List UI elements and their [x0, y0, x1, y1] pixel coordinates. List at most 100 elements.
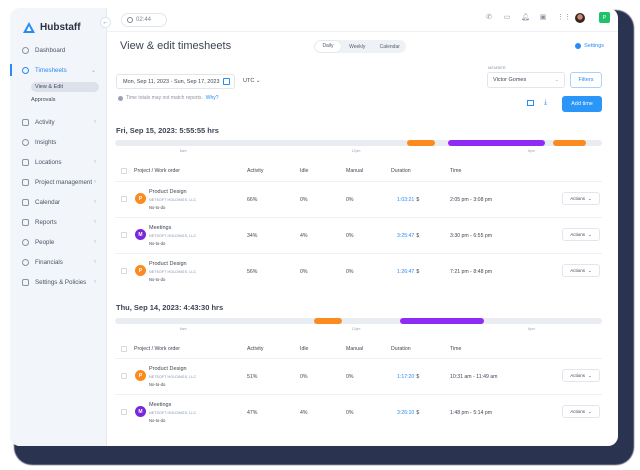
sidebar-item-timesheets[interactable]: Timesheets ⌄ [10, 60, 106, 80]
sidebar-item-calendar[interactable]: Calendar ‹ [10, 192, 106, 212]
col-header: Activity [247, 168, 264, 174]
time-range: 2:05 pm - 3:08 pm [450, 197, 493, 203]
chevron-down-icon: ⌄ [587, 372, 592, 378]
arrow-left-icon: ← [102, 19, 109, 26]
manual-value: 0% [346, 410, 354, 416]
member-select[interactable]: Victor Gomes ⌄ [487, 72, 565, 88]
download-icon[interactable]: ⤓ [544, 99, 548, 106]
duration-value[interactable]: 1:26:47 $ [397, 269, 419, 275]
sidebar-item-financials[interactable]: Financials ‹ [10, 252, 106, 272]
row-checkbox[interactable] [121, 409, 127, 415]
col-header: Duration [391, 346, 411, 352]
collapse-sidebar-button[interactable]: ← [100, 17, 111, 28]
select-all-checkbox[interactable] [121, 346, 127, 352]
sidebar-item-label: Calendar [35, 198, 61, 206]
col-header: Idle [300, 168, 309, 174]
dollar-icon [22, 258, 29, 266]
sidebar-item-label: Activity [35, 118, 55, 126]
sidebar-subitem-view-edit[interactable]: View & Edit [10, 80, 106, 93]
date-range-picker[interactable]: Mon, Sep 11, 2023 - Sun, Sep 17, 2023 [116, 74, 235, 89]
apps-grid-icon[interactable]: ⋮⋮ [557, 13, 571, 21]
select-all-checkbox[interactable] [121, 168, 127, 174]
table-header: Project / Work order Activity Idle Manua… [115, 166, 602, 178]
sidebar: Hubstaff Dashboard Timesheets ⌄ View & E… [10, 8, 107, 446]
sidebar-item-activity[interactable]: Activity ‹ [10, 112, 106, 132]
actions-button[interactable]: Actions ⌄ [562, 369, 600, 382]
main-content: 02:44 ✆ ▭ 🔔︎ ▣ ⋮⋮ P View & edit timeshee… [107, 8, 618, 446]
timezone-select[interactable]: UTC ⌄ [243, 78, 260, 84]
sidebar-item-project-management[interactable]: Project management ‹ [10, 172, 106, 192]
chevron-down-icon: ⌄ [255, 78, 261, 84]
chevron-left-icon: ‹ [94, 179, 96, 185]
actions-button[interactable]: Actions ⌄ [562, 264, 600, 277]
duration-value[interactable]: 1:17:20 $ [397, 374, 419, 380]
chevron-down-icon: ⌄ [587, 408, 592, 414]
bell-icon[interactable]: 🔔︎ [521, 13, 530, 21]
date-range-value: Mon, Sep 11, 2023 - Sun, Sep 17, 2023 [123, 78, 220, 85]
chevron-left-icon: ‹ [94, 279, 96, 285]
notice-text: Time totals may not match reports. [126, 95, 203, 101]
idle-value: 0% [300, 197, 308, 203]
logo[interactable]: Hubstaff [10, 8, 106, 38]
org-badge[interactable]: P [599, 12, 610, 23]
row-checkbox[interactable] [121, 232, 127, 238]
book-icon[interactable]: ▭ [503, 13, 511, 21]
sidebar-item-locations[interactable]: Locations ‹ [10, 152, 106, 172]
view-weekly[interactable]: Weekly [349, 43, 366, 50]
billable-icon: $ [416, 374, 420, 380]
sidebar-item-label: Reports [35, 218, 57, 226]
timeline-segment[interactable] [407, 140, 436, 146]
duration-value[interactable]: 1:03:21 $ [397, 197, 419, 203]
col-header: Manual [346, 168, 364, 174]
filters-button[interactable]: Filters [570, 72, 602, 88]
view-calendar[interactable]: Calendar [379, 43, 400, 50]
actions-label: Actions [570, 409, 585, 414]
activity-value: 56% [247, 269, 258, 275]
sidebar-subitem-label: Approvals [31, 96, 56, 103]
sidebar-item-label: Financials [35, 258, 63, 266]
project-avatar: P [135, 265, 146, 276]
phone-icon[interactable]: ✆ [486, 13, 492, 21]
sidebar-nav: Dashboard Timesheets ⌄ View & Edit Appro… [10, 40, 106, 292]
row-checkbox[interactable] [121, 373, 127, 379]
project-todo: No-to-do [149, 382, 166, 387]
settings-label: Settings [584, 43, 604, 49]
sidebar-subitem-approvals[interactable]: Approvals [10, 93, 106, 106]
view-daily[interactable]: Daily [315, 41, 341, 52]
timer-widget[interactable]: 02:44 [121, 13, 167, 27]
sidebar-item-dashboard[interactable]: Dashboard [10, 40, 106, 60]
settings-link[interactable]: Settings [575, 43, 604, 49]
duration-value[interactable]: 3:25:47 $ [397, 233, 419, 239]
member-label: MEMBER [488, 66, 506, 70]
add-time-button[interactable]: Add time [562, 96, 602, 112]
timeline-segment[interactable] [553, 140, 587, 146]
map-icon [22, 158, 29, 166]
timeline-segment[interactable] [313, 318, 343, 324]
project-avatar: P [135, 193, 146, 204]
duration-value[interactable]: 3:26:10 $ [397, 410, 419, 416]
col-header: Project / Work order [134, 346, 181, 352]
sidebar-item-settings-policies[interactable]: Settings & Policies ‹ [10, 272, 106, 292]
sidebar-item-reports[interactable]: Reports ‹ [10, 212, 106, 232]
timeline-segment[interactable] [447, 140, 546, 146]
user-avatar[interactable] [575, 12, 585, 23]
project-todo: No-to-do [149, 418, 166, 423]
col-header: Project / Work order [134, 168, 181, 174]
chevron-left-icon: ‹ [94, 259, 96, 265]
sidebar-item-people[interactable]: People ‹ [10, 232, 106, 252]
timeline-label: 6am [179, 149, 187, 153]
project-name: Product Design [149, 189, 187, 195]
col-header: Idle [300, 346, 309, 352]
timeline-segment[interactable] [399, 318, 485, 324]
sidebar-item-insights[interactable]: Insights [10, 132, 106, 152]
row-checkbox[interactable] [121, 268, 127, 274]
actions-label: Actions [570, 373, 585, 378]
row-checkbox[interactable] [121, 196, 127, 202]
actions-button[interactable]: Actions ⌄ [562, 192, 600, 205]
actions-button[interactable]: Actions ⌄ [562, 228, 600, 241]
why-link[interactable]: Why? [205, 95, 219, 101]
actions-button[interactable]: Actions ⌄ [562, 405, 600, 418]
columns-icon[interactable] [527, 100, 534, 106]
gift-icon[interactable]: ▣ [539, 13, 547, 21]
chevron-left-icon: ‹ [94, 239, 96, 245]
